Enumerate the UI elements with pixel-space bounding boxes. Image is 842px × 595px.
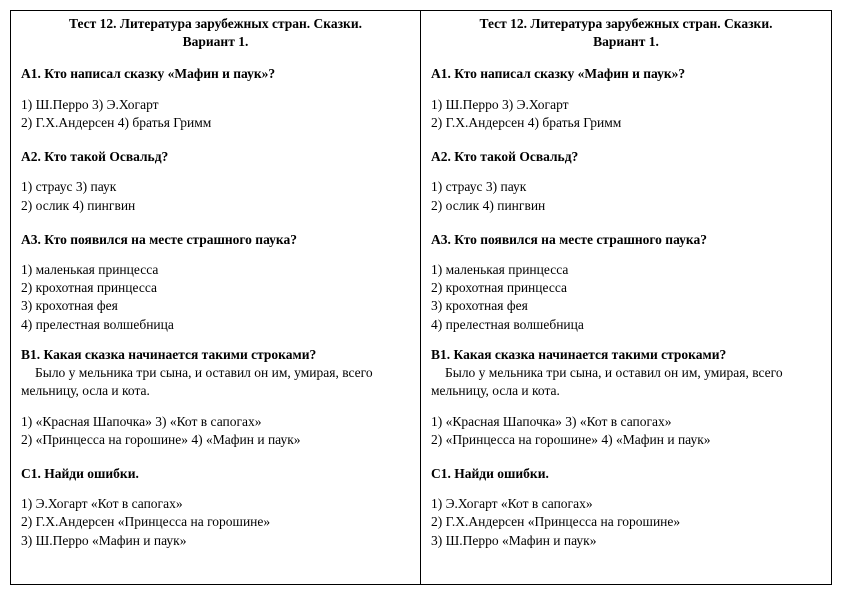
b1-text: Было у мельника три сына, и оставил он и… <box>21 364 410 400</box>
c1-opt1: 1) Э.Хогарт «Кот в сапогах» <box>21 495 410 513</box>
a1-opt2: 2) Г.Х.Андерсен <box>431 115 524 130</box>
title-line1: Тест 12. Литература зарубежных стран. Ск… <box>431 15 821 33</box>
c1-opt1: 1) Э.Хогарт «Кот в сапогах» <box>431 495 821 513</box>
a1-opt2: 2) Г.Х.Андерсен <box>21 115 114 130</box>
a2-opt4: 4) пингвин <box>73 198 136 213</box>
a1-row2: 2) Г.Х.Андерсен 4) братья Гримм <box>21 114 410 132</box>
b1-text: Было у мельника три сына, и оставил он и… <box>431 364 821 400</box>
a3-opt3: 3) крохотная фея <box>21 297 410 315</box>
b1-opt2: 2) «Принцесса на горошине» <box>431 432 598 447</box>
c1-opt3: 3) Ш.Перро «Мафин и паук» <box>21 532 410 550</box>
c1-opt2: 2) Г.Х.Андерсен «Принцесса на горошине» <box>21 513 410 531</box>
title-line1: Тест 12. Литература зарубежных стран. Ск… <box>21 15 410 33</box>
column-left: Тест 12. Литература зарубежных стран. Ск… <box>11 11 421 584</box>
question-c1: С1. Найди ошибки. <box>21 465 410 483</box>
b1-opt2: 2) «Принцесса на горошине» <box>21 432 188 447</box>
question-a3: А3. Кто появился на месте страшного паук… <box>21 231 410 249</box>
question-a3: А3. Кто появился на месте страшного паук… <box>431 231 821 249</box>
a2-row1: 1) страус 3) паук <box>21 178 410 196</box>
a3-opt1: 1) маленькая принцесса <box>431 261 821 279</box>
a1-opt4: 4) братья Гримм <box>528 115 622 130</box>
a2-opt1: 1) страус <box>431 179 482 194</box>
b1-opt3: 3) «Кот в сапогах» <box>565 414 671 429</box>
worksheet: Тест 12. Литература зарубежных стран. Ск… <box>10 10 832 585</box>
b1-opt1: 1) «Красная Шапочка» <box>431 414 562 429</box>
question-b1: В1. Какая сказка начинается такими строк… <box>431 346 821 401</box>
b1-row2: 2) «Принцесса на горошине» 4) «Мафин и п… <box>21 431 410 449</box>
a3-opt2: 2) крохотная принцесса <box>21 279 410 297</box>
question-a2: А2. Кто такой Освальд? <box>21 148 410 166</box>
test-title: Тест 12. Литература зарубежных стран. Ск… <box>431 15 821 51</box>
a1-opt1: 1) Ш.Перро <box>431 97 499 112</box>
a3-opt4: 4) прелестная волшебница <box>431 316 821 334</box>
a2-row2: 2) ослик 4) пингвин <box>21 197 410 215</box>
c1-opt2: 2) Г.Х.Андерсен «Принцесса на горошине» <box>431 513 821 531</box>
title-line2: Вариант 1. <box>431 33 821 51</box>
c1-opt3: 3) Ш.Перро «Мафин и паук» <box>431 532 821 550</box>
question-a1: А1. Кто написал сказку «Мафин и паук»? <box>431 65 821 83</box>
b1-opt4: 4) «Мафин и паук» <box>601 432 710 447</box>
a2-opt2: 2) ослик <box>431 198 479 213</box>
a3-opt2: 2) крохотная принцесса <box>431 279 821 297</box>
b1-row1: 1) «Красная Шапочка» 3) «Кот в сапогах» <box>21 413 410 431</box>
a2-row2: 2) ослик 4) пингвин <box>431 197 821 215</box>
a2-opt4: 4) пингвин <box>483 198 546 213</box>
b1-head: В1. Какая сказка начинается такими строк… <box>21 347 316 362</box>
a1-row1: 1) Ш.Перро 3) Э.Хогарт <box>431 96 821 114</box>
a1-opt3: 3) Э.Хогарт <box>502 97 569 112</box>
a3-opt1: 1) маленькая принцесса <box>21 261 410 279</box>
a1-opt3: 3) Э.Хогарт <box>92 97 159 112</box>
question-c1: С1. Найди ошибки. <box>431 465 821 483</box>
a3-opt4: 4) прелестная волшебница <box>21 316 410 334</box>
b1-head: В1. Какая сказка начинается такими строк… <box>431 347 726 362</box>
a1-row1: 1) Ш.Перро 3) Э.Хогарт <box>21 96 410 114</box>
question-a2: А2. Кто такой Освальд? <box>431 148 821 166</box>
a1-opt4: 4) братья Гримм <box>118 115 212 130</box>
a3-opt3: 3) крохотная фея <box>431 297 821 315</box>
question-a1: А1. Кто написал сказку «Мафин и паук»? <box>21 65 410 83</box>
a1-opt1: 1) Ш.Перро <box>21 97 89 112</box>
a2-row1: 1) страус 3) паук <box>431 178 821 196</box>
b1-opt1: 1) «Красная Шапочка» <box>21 414 152 429</box>
a2-opt3: 3) паук <box>486 179 526 194</box>
a1-row2: 2) Г.Х.Андерсен 4) братья Гримм <box>431 114 821 132</box>
column-right: Тест 12. Литература зарубежных стран. Ск… <box>421 11 831 584</box>
b1-opt3: 3) «Кот в сапогах» <box>155 414 261 429</box>
b1-row2: 2) «Принцесса на горошине» 4) «Мафин и п… <box>431 431 821 449</box>
b1-opt4: 4) «Мафин и паук» <box>191 432 300 447</box>
a2-opt3: 3) паук <box>76 179 116 194</box>
question-b1: В1. Какая сказка начинается такими строк… <box>21 346 410 401</box>
a2-opt2: 2) ослик <box>21 198 69 213</box>
a2-opt1: 1) страус <box>21 179 72 194</box>
title-line2: Вариант 1. <box>21 33 410 51</box>
test-title: Тест 12. Литература зарубежных стран. Ск… <box>21 15 410 51</box>
b1-row1: 1) «Красная Шапочка» 3) «Кот в сапогах» <box>431 413 821 431</box>
